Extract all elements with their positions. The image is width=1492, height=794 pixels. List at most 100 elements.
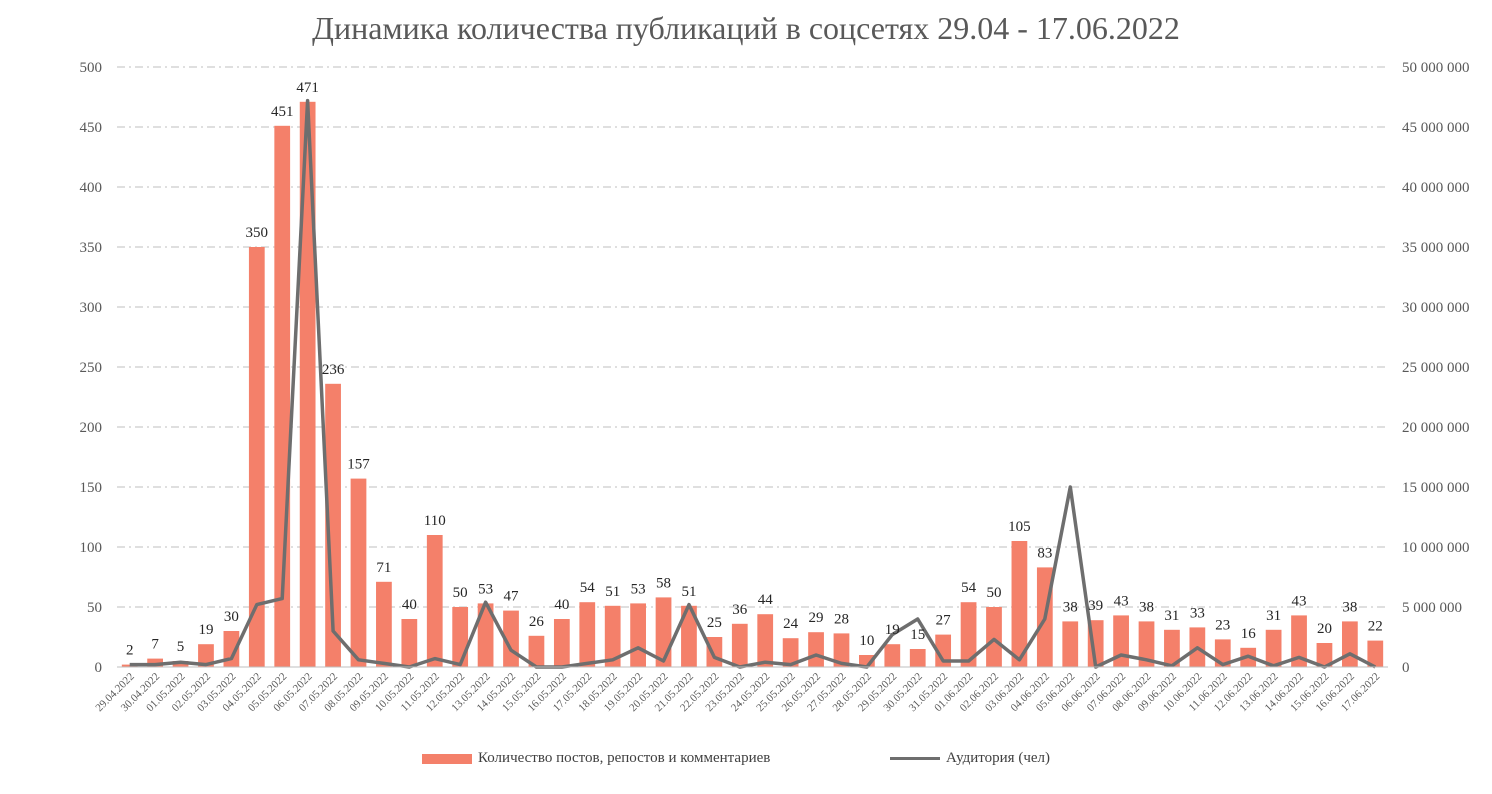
legend-item-line[interactable]: Аудитория (чел): [890, 750, 1050, 767]
bar-data-label: 30: [224, 609, 239, 625]
bar: [426, 535, 443, 667]
bar: [1316, 643, 1333, 667]
bar-data-label: 471: [296, 80, 319, 96]
chart-title: Динамика количества публикаций в соцсетя…: [312, 10, 1180, 46]
y-left-tick-label: 100: [80, 540, 103, 556]
y-right-tick-label: 45 000 000: [1402, 120, 1470, 136]
audience-line: [129, 98, 1377, 669]
bar-data-label: 83: [1037, 545, 1052, 561]
bar: [986, 607, 1002, 667]
legend-item-bars[interactable]: Количество постов, репостов и комментари…: [422, 750, 770, 767]
bar: [376, 581, 392, 667]
bar-data-label: 31: [1164, 608, 1179, 624]
bar: [935, 634, 952, 667]
bar-data-label: 19: [885, 622, 900, 638]
y-right-tick-label: 35 000 000: [1402, 240, 1470, 256]
bar: [1341, 621, 1358, 667]
bar-data-label: 47: [504, 589, 520, 605]
bar: [731, 623, 748, 667]
bar: [630, 603, 646, 667]
bar-data-label: 39: [1088, 598, 1103, 614]
bar-data-label: 105: [1008, 519, 1031, 535]
bar-data-label: 43: [1292, 593, 1307, 609]
bar: [147, 658, 164, 667]
bar: [757, 614, 774, 667]
bar: [1138, 621, 1155, 667]
y-left-tick-label: 200: [80, 420, 103, 436]
bar-data-label: 27: [936, 613, 952, 629]
bar-data-label: 54: [580, 580, 596, 596]
bar: [401, 619, 418, 667]
legend-bar-swatch: [422, 753, 472, 764]
bar: [833, 633, 850, 667]
bar: [604, 605, 621, 667]
bar-data-label: 110: [424, 513, 446, 529]
bar: [782, 638, 799, 667]
bar-data-label: 24: [783, 616, 799, 632]
bar-data-label: 23: [1215, 617, 1230, 633]
bar-data-label: 51: [605, 584, 620, 600]
bar: [1291, 615, 1307, 667]
legend-bar-label: Количество постов, репостов и комментари…: [478, 750, 771, 766]
bar-data-label: 25: [707, 615, 722, 631]
bar-data-label: 58: [656, 575, 671, 591]
bar-data-label: 20: [1317, 621, 1332, 637]
bar-data-label: 50: [986, 585, 1001, 601]
bar: [528, 635, 545, 667]
y-left-tick-label: 150: [80, 480, 103, 496]
y-right-tick-label: 0: [1402, 660, 1410, 676]
y-right-tick-label: 20 000 000: [1402, 420, 1470, 436]
bar: [299, 101, 316, 668]
bar-data-label: 236: [322, 362, 345, 378]
bar-data-label: 10: [859, 633, 874, 649]
bar-data-label: 36: [732, 602, 748, 618]
bar-data-label: 38: [1342, 599, 1357, 615]
y-left-tick-label: 300: [80, 300, 103, 316]
bar-data-label: 38: [1139, 599, 1154, 615]
bar: [706, 637, 723, 667]
y-right-tick-label: 5 000 000: [1402, 600, 1462, 616]
bar: [172, 661, 189, 667]
y-right-tick-label: 40 000 000: [1402, 180, 1470, 196]
bar-data-label: 19: [198, 622, 213, 638]
bar-data-label: 16: [1241, 626, 1257, 642]
legend-line-label: Аудитория (чел): [946, 750, 1051, 766]
bar: [350, 478, 367, 667]
bar-data-label: 40: [554, 597, 569, 613]
bar: [884, 644, 901, 667]
bar-data-label: 71: [376, 560, 391, 576]
bar: [1062, 621, 1079, 667]
bar-data-label: 350: [246, 225, 269, 241]
bar-data-label: 2: [126, 643, 134, 659]
bar: [248, 247, 265, 667]
bar-data-label: 51: [681, 584, 696, 600]
bar: [553, 619, 570, 667]
bar-data-label: 451: [271, 104, 294, 120]
bar-data-label: 22: [1368, 619, 1383, 635]
bar-data-label: 33: [1190, 605, 1205, 621]
y-right-tick-label: 50 000 000: [1402, 60, 1470, 76]
bar: [909, 649, 926, 667]
bar-data-label: 53: [478, 581, 493, 597]
bar-data-label: 43: [1114, 593, 1129, 609]
y-right-tick-label: 15 000 000: [1402, 480, 1470, 496]
bar-data-label: 44: [758, 592, 774, 608]
bar: [1011, 541, 1028, 667]
bar-data-label: 15: [910, 627, 925, 643]
bar: [808, 632, 824, 667]
y-left-tick-label: 350: [80, 240, 103, 256]
y-right-tick-label: 25 000 000: [1402, 360, 1470, 376]
bar: [960, 602, 977, 667]
bar-data-label: 29: [809, 610, 824, 626]
bar: [452, 607, 469, 667]
bar: [325, 383, 341, 667]
bar: [477, 603, 494, 667]
legend: Количество постов, репостов и комментари…: [0, 750, 1492, 774]
legend-line-swatch: [890, 757, 940, 760]
bar: [1164, 629, 1180, 667]
y-left-tick-label: 250: [80, 360, 103, 376]
bar-data-label: 40: [402, 597, 417, 613]
bar-data-label: 54: [961, 580, 977, 596]
y-left-tick-label: 0: [95, 660, 103, 676]
